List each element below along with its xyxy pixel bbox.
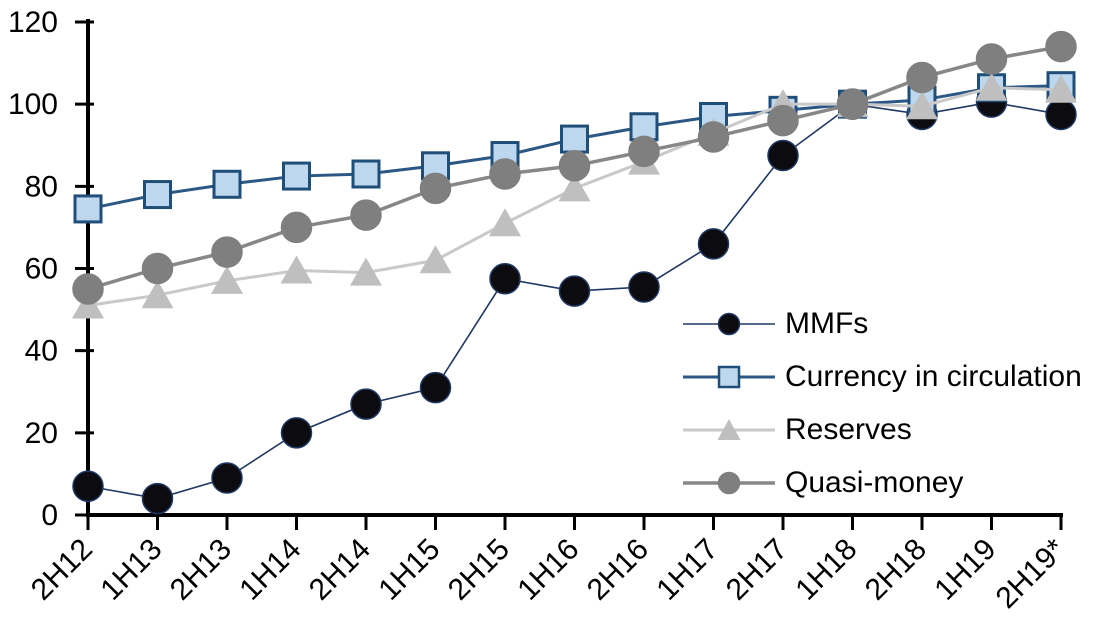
legend: MMFs Currency in circulation Reserves Quasi…	[683, 297, 1082, 509]
x-axis-tick-label: 1H16	[511, 533, 585, 607]
series-currency-in-circulation-marker	[282, 161, 311, 191]
legend-label-currency-in-circulation: Currency in circulation	[785, 359, 1082, 393]
series-mmfs-marker	[72, 470, 104, 502]
series-reserves-marker	[558, 173, 591, 202]
series-quasi-money-marker	[628, 135, 660, 168]
series-mmfs-marker	[558, 275, 591, 307]
legend-item-reserves: Reserves	[683, 403, 1082, 456]
x-axis-tick-label: 2H14	[303, 533, 377, 607]
series-currency-in-circulation-marker	[73, 194, 103, 224]
series-reserves-marker	[489, 208, 521, 237]
x-axis-tick-label: 1H19	[928, 533, 1002, 607]
x-axis-tick-label: 2H13	[164, 533, 238, 607]
series-quasi-money-marker	[558, 150, 591, 182]
series-currency-in-circulation-marker	[143, 180, 172, 210]
legend-label-quasi-money: Quasi-money	[785, 465, 964, 499]
legend-sample-mmfs-icon	[683, 312, 775, 335]
series-reserves-marker	[906, 91, 938, 120]
series-currency-in-circulation-marker	[560, 124, 589, 154]
x-axis-tick-label: 2H18	[859, 533, 933, 607]
series-reserves-marker	[280, 255, 313, 284]
series-currency-in-circulation-marker	[629, 112, 659, 142]
series-mmfs-marker	[767, 139, 799, 172]
series-quasi-money-marker	[1045, 30, 1077, 63]
y-axis-tick-label: 40	[25, 335, 58, 368]
series-reserves-marker	[350, 257, 382, 286]
series-currency-in-circulation-marker	[212, 169, 242, 199]
series-quasi-money-marker	[489, 158, 521, 190]
series-reserves-marker	[141, 280, 174, 309]
x-axis-tick-label: 1H18	[789, 533, 863, 607]
series-quasi-money-marker	[72, 273, 104, 305]
x-axis-tick-label: 2H19*	[990, 532, 1073, 615]
y-axis-tick-label: 0	[41, 499, 58, 532]
x-axis-tick-label: 2H16	[581, 533, 655, 607]
series-quasi-money-marker	[836, 88, 869, 120]
y-axis-tick-label: 80	[25, 170, 58, 203]
x-axis-tick-label: 2H12	[25, 533, 99, 607]
legend-marker-mmfs-icon	[717, 312, 741, 335]
series-quasi-money-marker	[767, 104, 799, 137]
legend-item-mmfs: MMFs	[683, 297, 1082, 350]
legend-sample-reserves-icon	[683, 418, 775, 440]
x-axis-tick-label: 1H13	[94, 533, 168, 607]
series-mmfs-marker	[211, 462, 243, 494]
series-mmfs-marker	[1045, 98, 1077, 131]
legend-marker-quasi-money-icon	[717, 471, 741, 494]
series-mmfs-marker	[350, 388, 382, 420]
series-mmfs-marker	[280, 417, 313, 449]
y-axis-tick-label: 120	[8, 6, 58, 39]
x-axis-tick-label: 1H15	[372, 533, 446, 607]
legend-item-quasi-money: Quasi-money	[683, 456, 1082, 509]
series-quasi-money-marker	[280, 211, 313, 244]
legend-label-mmfs: MMFs	[785, 306, 869, 340]
x-axis-tick-label: 2H15	[442, 533, 516, 607]
series-reserves-marker	[1045, 74, 1077, 103]
series-mmfs-marker	[697, 228, 730, 260]
y-axis-tick-label: 100	[8, 88, 58, 121]
legend-sample-currency-in-circulation-icon	[683, 365, 775, 388]
y-axis-tick-label: 60	[25, 253, 58, 286]
series-mmfs-marker	[489, 263, 521, 295]
legend-marker-currency-in-circulation-icon	[717, 365, 741, 388]
x-axis-tick-label: 1H17	[650, 533, 724, 607]
x-axis-tick-label: 1H14	[233, 533, 307, 607]
series-quasi-money-marker	[141, 252, 174, 285]
series-quasi-money-marker	[906, 61, 938, 94]
legend-label-reserves: Reserves	[785, 412, 912, 446]
x-axis-tick-label: 2H17	[720, 533, 794, 607]
series-quasi-money-marker	[697, 121, 730, 153]
series-mmfs-marker	[141, 482, 174, 515]
legend-marker-reserves-icon	[717, 418, 741, 440]
series-mmfs-marker	[419, 371, 452, 404]
series-quasi-money-marker	[350, 199, 382, 231]
series-quasi-money-marker	[419, 172, 452, 205]
series-reserves-marker	[975, 72, 1008, 101]
series-reserves-marker	[419, 245, 452, 274]
y-axis-tick-label: 20	[25, 417, 58, 450]
series-quasi-money-marker	[975, 43, 1008, 75]
series-currency-in-circulation-marker	[351, 159, 381, 189]
series-reserves-marker	[211, 265, 243, 294]
legend-item-currency-in-circulation: Currency in circulation	[683, 350, 1082, 403]
series-quasi-money-marker	[211, 236, 243, 268]
legend-sample-quasi-money-icon	[683, 471, 775, 494]
series-mmfs-marker	[628, 271, 660, 303]
